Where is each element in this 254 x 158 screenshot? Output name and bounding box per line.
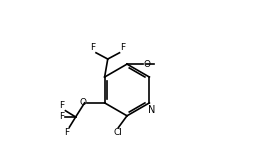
Text: F: F (59, 101, 65, 110)
Text: Cl: Cl (113, 128, 122, 137)
Text: F: F (64, 128, 69, 137)
Text: O: O (144, 60, 151, 69)
Text: F: F (90, 43, 95, 52)
Text: F: F (120, 43, 125, 52)
Text: O: O (79, 98, 86, 107)
Text: N: N (148, 105, 155, 115)
Text: F: F (59, 112, 65, 122)
